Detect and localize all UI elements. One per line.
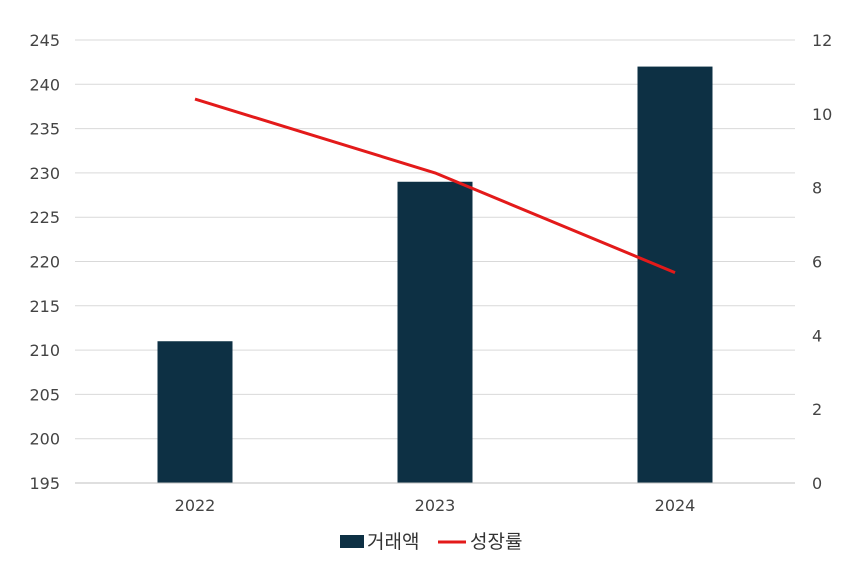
right-tick-label: 0 xyxy=(812,474,822,493)
left-tick-label: 210 xyxy=(29,341,60,360)
bar xyxy=(157,341,233,483)
bar xyxy=(637,66,713,483)
left-tick-label: 220 xyxy=(29,253,60,272)
left-axis-ticks: 195 200 205 210 215 220 225 230 235 240 245 xyxy=(29,31,60,493)
left-tick-label: 225 xyxy=(29,208,60,227)
legend: 거래액 성장률 xyxy=(340,531,522,553)
left-tick-label: 230 xyxy=(29,164,60,183)
right-tick-label: 6 xyxy=(812,253,822,272)
line-series-growth-rate xyxy=(194,97,676,274)
left-tick-label: 215 xyxy=(29,297,60,316)
right-tick-label: 4 xyxy=(812,326,822,345)
growth-line xyxy=(194,97,676,274)
left-tick-label: 240 xyxy=(29,75,60,94)
right-tick-label: 2 xyxy=(812,400,822,419)
x-tick-label: 2024 xyxy=(655,496,696,515)
right-tick-label: 8 xyxy=(812,179,822,198)
bar xyxy=(397,181,473,483)
bar-series-transaction-volume xyxy=(157,66,713,483)
legend-swatch-bar xyxy=(340,535,364,548)
legend-label-bar: 거래액 xyxy=(367,531,419,553)
left-tick-label: 205 xyxy=(29,385,60,404)
right-tick-label: 12 xyxy=(812,31,832,50)
x-tick-label: 2022 xyxy=(175,496,216,515)
right-axis-ticks: 0 2 4 6 8 10 12 xyxy=(812,31,832,493)
left-tick-label: 245 xyxy=(29,31,60,50)
left-tick-label: 195 xyxy=(29,474,60,493)
right-tick-label: 10 xyxy=(812,105,832,124)
legend-label-line: 성장률 xyxy=(470,531,522,553)
left-tick-label: 235 xyxy=(29,120,60,139)
x-tick-label: 2023 xyxy=(415,496,456,515)
x-axis-ticks: 2022 2023 2024 xyxy=(175,496,696,515)
left-tick-label: 200 xyxy=(29,430,60,449)
